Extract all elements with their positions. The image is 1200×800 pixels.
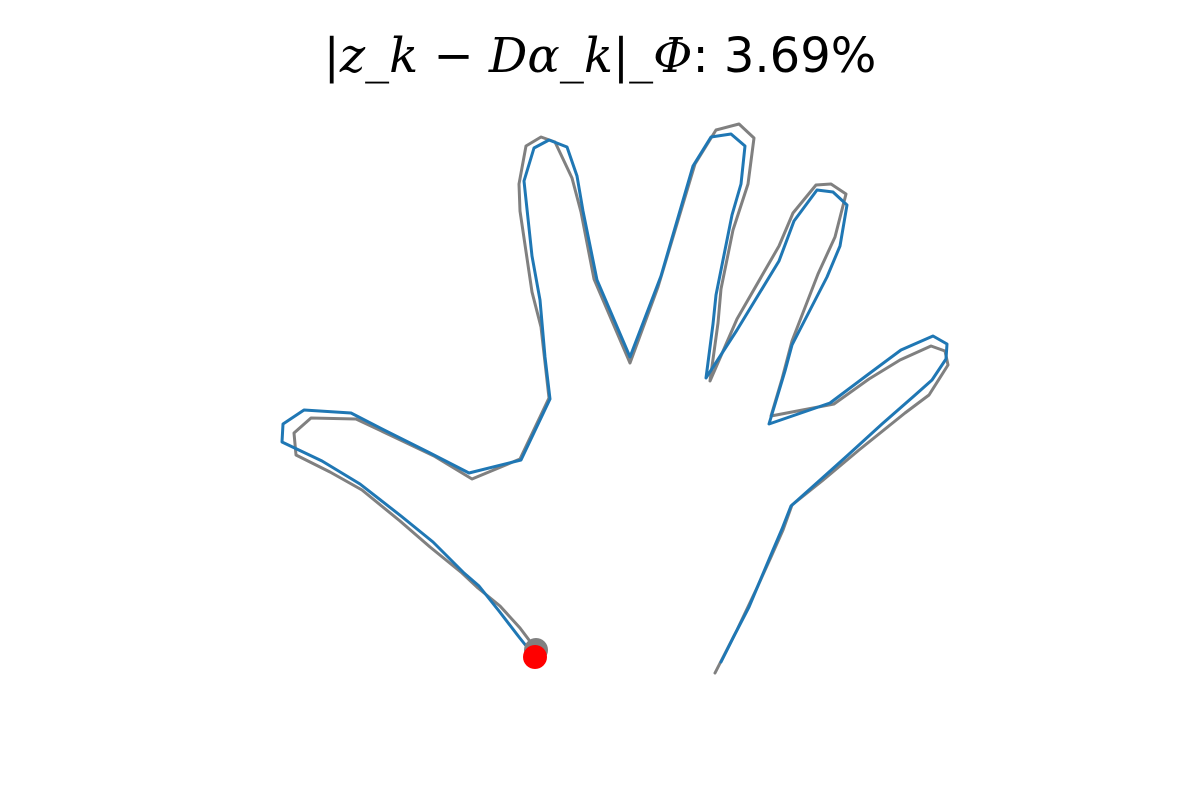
reconstructed-start-marker [523,645,547,669]
original-contour [292,122,950,675]
chart-title: |z_k − Dα_k|_Φ: 3.69% [0,28,1200,98]
chart-title-expression: |z_k − Dα_k|_Φ [323,28,693,84]
chart-title-value: : 3.69% [692,28,877,84]
reconstructed-contour [280,132,949,664]
